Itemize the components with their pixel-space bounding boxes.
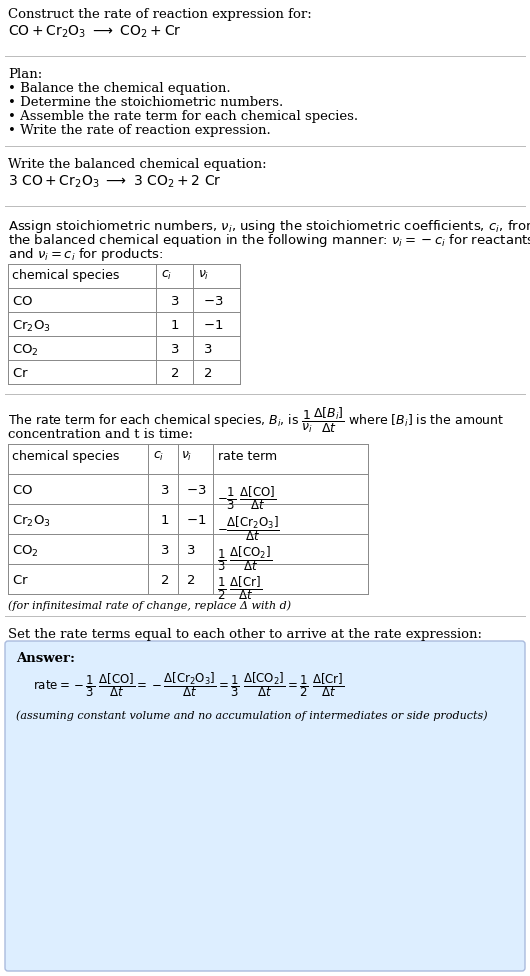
Text: $\dfrac{1}{3}\ \dfrac{\Delta[\mathrm{CO_2}]}{\Delta t}$: $\dfrac{1}{3}\ \dfrac{\Delta[\mathrm{CO_… [217,544,272,573]
Text: $\mathrm{Cr}$: $\mathrm{Cr}$ [12,367,29,380]
Text: $\mathrm{Cr}$: $\mathrm{Cr}$ [12,574,29,587]
Text: $c_i$: $c_i$ [153,450,164,463]
Text: $2$: $2$ [186,574,195,587]
Text: $2$: $2$ [170,367,179,380]
Text: $1$: $1$ [160,514,169,527]
Text: $\mathrm{Cr_2O_3}$: $\mathrm{Cr_2O_3}$ [12,514,51,529]
Text: Answer:: Answer: [16,652,75,665]
Text: (assuming constant volume and no accumulation of intermediates or side products): (assuming constant volume and no accumul… [16,710,488,720]
Text: rate term: rate term [218,450,277,463]
Text: $3$: $3$ [170,343,179,356]
Text: $\mathrm{CO_2}$: $\mathrm{CO_2}$ [12,544,39,559]
Text: $2$: $2$ [160,574,169,587]
Text: (for infinitesimal rate of change, replace Δ with d): (for infinitesimal rate of change, repla… [8,600,291,611]
Text: Plan:: Plan: [8,68,42,81]
Text: • Determine the stoichiometric numbers.: • Determine the stoichiometric numbers. [8,96,283,109]
Text: $3$: $3$ [160,484,170,497]
Text: $-1$: $-1$ [203,319,223,332]
Text: chemical species: chemical species [12,269,119,282]
Text: $3$: $3$ [203,343,213,356]
Text: $\mathrm{Cr_2O_3}$: $\mathrm{Cr_2O_3}$ [12,319,51,334]
Text: $\nu_i$: $\nu_i$ [181,450,192,463]
Text: $\nu_i$: $\nu_i$ [198,269,209,282]
FancyBboxPatch shape [5,641,525,971]
Text: $\mathrm{3\ CO + Cr_2O_3 \ \longrightarrow \ 3\ CO_2 + 2\ Cr}$: $\mathrm{3\ CO + Cr_2O_3 \ \longrightarr… [8,174,222,190]
Text: $-3$: $-3$ [203,295,224,308]
Text: chemical species: chemical species [12,450,119,463]
Text: Set the rate terms equal to each other to arrive at the rate expression:: Set the rate terms equal to each other t… [8,628,482,641]
Text: • Assemble the rate term for each chemical species.: • Assemble the rate term for each chemic… [8,110,358,123]
Text: • Write the rate of reaction expression.: • Write the rate of reaction expression. [8,124,271,137]
Text: $\mathrm{CO + Cr_2O_3 \ \longrightarrow \ CO_2 + Cr}$: $\mathrm{CO + Cr_2O_3 \ \longrightarrow … [8,24,181,40]
Text: Construct the rate of reaction expression for:: Construct the rate of reaction expressio… [8,8,312,21]
Text: $3$: $3$ [160,544,170,557]
Text: and $\nu_i = c_i$ for products:: and $\nu_i = c_i$ for products: [8,246,164,263]
Text: $-1$: $-1$ [186,514,206,527]
Text: the balanced chemical equation in the following manner: $\nu_i = -c_i$ for react: the balanced chemical equation in the fo… [8,232,530,249]
Text: concentration and t is time:: concentration and t is time: [8,428,193,441]
Text: $\mathrm{rate} = -\dfrac{1}{3}\ \dfrac{\Delta[\mathrm{CO}]}{\Delta t} = -\dfrac{: $\mathrm{rate} = -\dfrac{1}{3}\ \dfrac{\… [33,670,345,699]
Text: $-\dfrac{1}{3}\ \dfrac{\Delta[\mathrm{CO}]}{\Delta t}$: $-\dfrac{1}{3}\ \dfrac{\Delta[\mathrm{CO… [217,484,276,511]
Text: $2$: $2$ [203,367,212,380]
Text: $1$: $1$ [170,319,179,332]
Text: $\mathrm{CO}$: $\mathrm{CO}$ [12,484,33,497]
Text: $3$: $3$ [170,295,179,308]
Text: $-3$: $-3$ [186,484,207,497]
Text: $\mathrm{CO_2}$: $\mathrm{CO_2}$ [12,343,39,358]
Text: • Balance the chemical equation.: • Balance the chemical equation. [8,82,231,95]
Text: Write the balanced chemical equation:: Write the balanced chemical equation: [8,158,267,171]
Text: $-\dfrac{\Delta[\mathrm{Cr_2O_3}]}{\Delta t}$: $-\dfrac{\Delta[\mathrm{Cr_2O_3}]}{\Delt… [217,514,280,543]
Text: $\mathrm{CO}$: $\mathrm{CO}$ [12,295,33,308]
Text: The rate term for each chemical species, $B_i$, is $\dfrac{1}{\nu_i}\dfrac{\Delt: The rate term for each chemical species,… [8,406,505,435]
Text: Assign stoichiometric numbers, $\nu_i$, using the stoichiometric coefficients, $: Assign stoichiometric numbers, $\nu_i$, … [8,218,530,235]
Text: $c_i$: $c_i$ [161,269,172,282]
Text: $\dfrac{1}{2}\ \dfrac{\Delta[\mathrm{Cr}]}{\Delta t}$: $\dfrac{1}{2}\ \dfrac{\Delta[\mathrm{Cr}… [217,574,262,601]
Text: $3$: $3$ [186,544,196,557]
